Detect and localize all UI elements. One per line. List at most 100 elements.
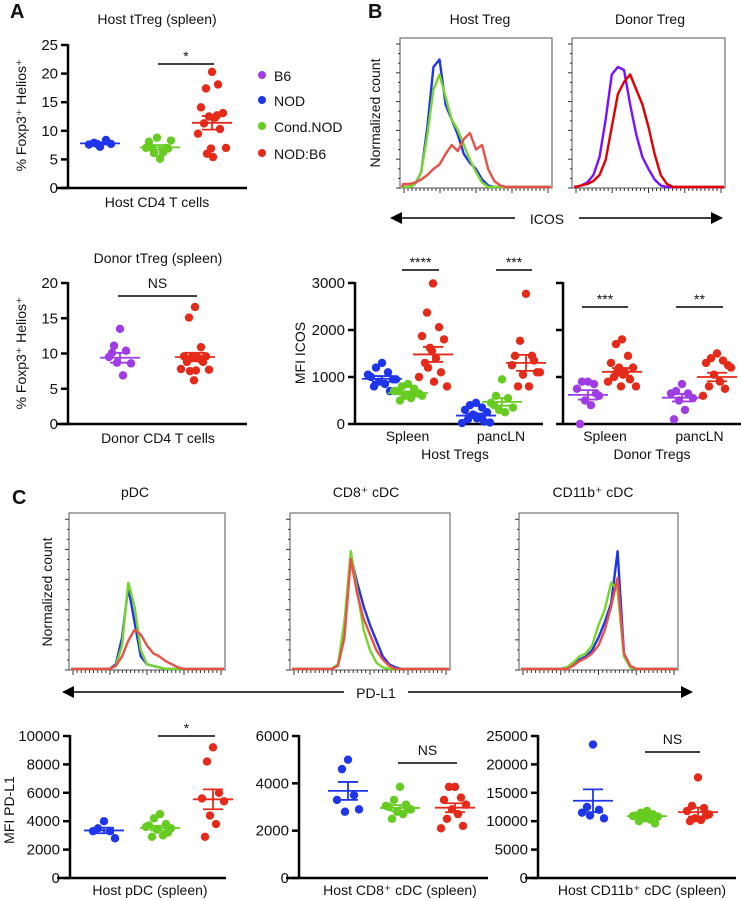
y-tick-label: 0 [50, 180, 58, 197]
data-point [141, 822, 151, 832]
y-axis-label: MFI PD-L1 [1, 776, 17, 844]
data-point [442, 382, 452, 391]
data-point [535, 368, 545, 377]
data-point [337, 764, 347, 774]
data-point [109, 341, 119, 350]
histogram-title: pDC [121, 484, 149, 500]
y-tick-label: 3000 [312, 275, 345, 292]
y-axis-label: Normalized count [367, 58, 383, 167]
legend-label: NOD [274, 93, 305, 109]
histogram-title: Donor Treg [615, 11, 685, 27]
data-point [428, 279, 438, 288]
y-tick-label: 10000 [486, 813, 528, 830]
histogram-curve [400, 131, 551, 189]
y-tick-label: 15 [41, 94, 58, 111]
data-point [115, 324, 125, 334]
data-point [189, 376, 199, 385]
y-tick-label: 20000 [486, 756, 528, 773]
data-point [219, 797, 229, 806]
y-tick-label: 10 [41, 123, 58, 140]
y-tick-label: 20 [41, 66, 58, 83]
data-point [577, 377, 587, 386]
data-point [588, 740, 598, 749]
y-tick-label: 0 [52, 870, 60, 887]
x-axis-label: Host pDC (spleen) [92, 882, 207, 898]
arrow-right-icon [711, 212, 723, 224]
significance-label: NS [663, 731, 682, 747]
y-tick-label: 10 [41, 346, 58, 363]
category-label: Spleen [386, 428, 430, 444]
histogram-curve [292, 550, 449, 671]
data-point [369, 382, 379, 391]
legend-marker [258, 96, 266, 104]
data-point [436, 824, 446, 833]
arrow-left-icon [390, 212, 402, 224]
legend-marker [258, 149, 266, 157]
data-point [623, 351, 633, 361]
data-point [395, 782, 405, 792]
chart-title: Host tTreg (spleen) [97, 11, 216, 27]
data-point [577, 808, 587, 817]
y-axis-label: MFI ICOS [292, 322, 308, 384]
significance-label: NS [148, 275, 167, 291]
data-point [211, 819, 221, 829]
data-point [616, 382, 626, 391]
x-axis-label: Donor CD4 T cells [101, 430, 215, 446]
data-point [201, 84, 211, 93]
x-axis-label: Host CD11b⁺ cDC (spleen) [558, 882, 726, 898]
data-point [363, 370, 373, 379]
y-tick-label: 0 [50, 416, 58, 433]
y-tick-label: 15 [41, 310, 58, 327]
data-point [423, 363, 433, 372]
shared-axis-label: ICOS [530, 211, 564, 227]
category-label: pancLN [477, 428, 525, 444]
y-axis-label: % Foxp3⁺ Helios⁺ [13, 59, 29, 172]
significance-label: NS [418, 742, 437, 758]
data-point [586, 401, 596, 410]
data-point [196, 342, 206, 352]
data-point [200, 832, 210, 842]
data-point [515, 336, 525, 346]
x-axis-label: Host CD4 T cells [105, 194, 210, 210]
data-point [726, 363, 736, 372]
y-tick-label: 8000 [27, 756, 60, 773]
data-point [458, 821, 468, 831]
shared-axis-label: PD-L1 [356, 685, 396, 701]
arrow-right-icon [681, 686, 693, 698]
y-tick-label: 25 [41, 37, 58, 54]
histogram-title: Host Treg [450, 11, 511, 27]
data-point [680, 405, 690, 415]
data-point [343, 755, 353, 764]
histogram-curve [70, 628, 224, 671]
panel-label-c: C [12, 487, 26, 509]
data-point [389, 386, 399, 396]
data-point [193, 129, 203, 138]
data-point [720, 384, 730, 393]
data-point [669, 415, 679, 424]
data-point [126, 359, 136, 368]
data-point [110, 834, 120, 843]
data-point [510, 351, 520, 361]
data-point [147, 832, 157, 842]
data-point [152, 133, 162, 142]
data-point [414, 372, 424, 382]
data-point [603, 377, 613, 386]
significance-label: *** [506, 254, 523, 270]
data-point [383, 368, 393, 377]
data-point [213, 80, 223, 89]
data-point [208, 743, 218, 752]
data-point [701, 358, 711, 368]
data-point [403, 805, 413, 814]
data-point [389, 795, 399, 805]
data-point [444, 782, 454, 792]
data-point [575, 419, 585, 429]
y-tick-label: 1000 [312, 369, 345, 386]
histogram-frame [571, 37, 726, 189]
significance-label: **** [410, 254, 432, 270]
data-point [155, 154, 165, 164]
data-point [599, 814, 609, 823]
histogram-curve [573, 73, 724, 189]
data-point [214, 788, 224, 797]
data-point [677, 379, 687, 389]
y-tick-label: 2000 [256, 823, 289, 840]
